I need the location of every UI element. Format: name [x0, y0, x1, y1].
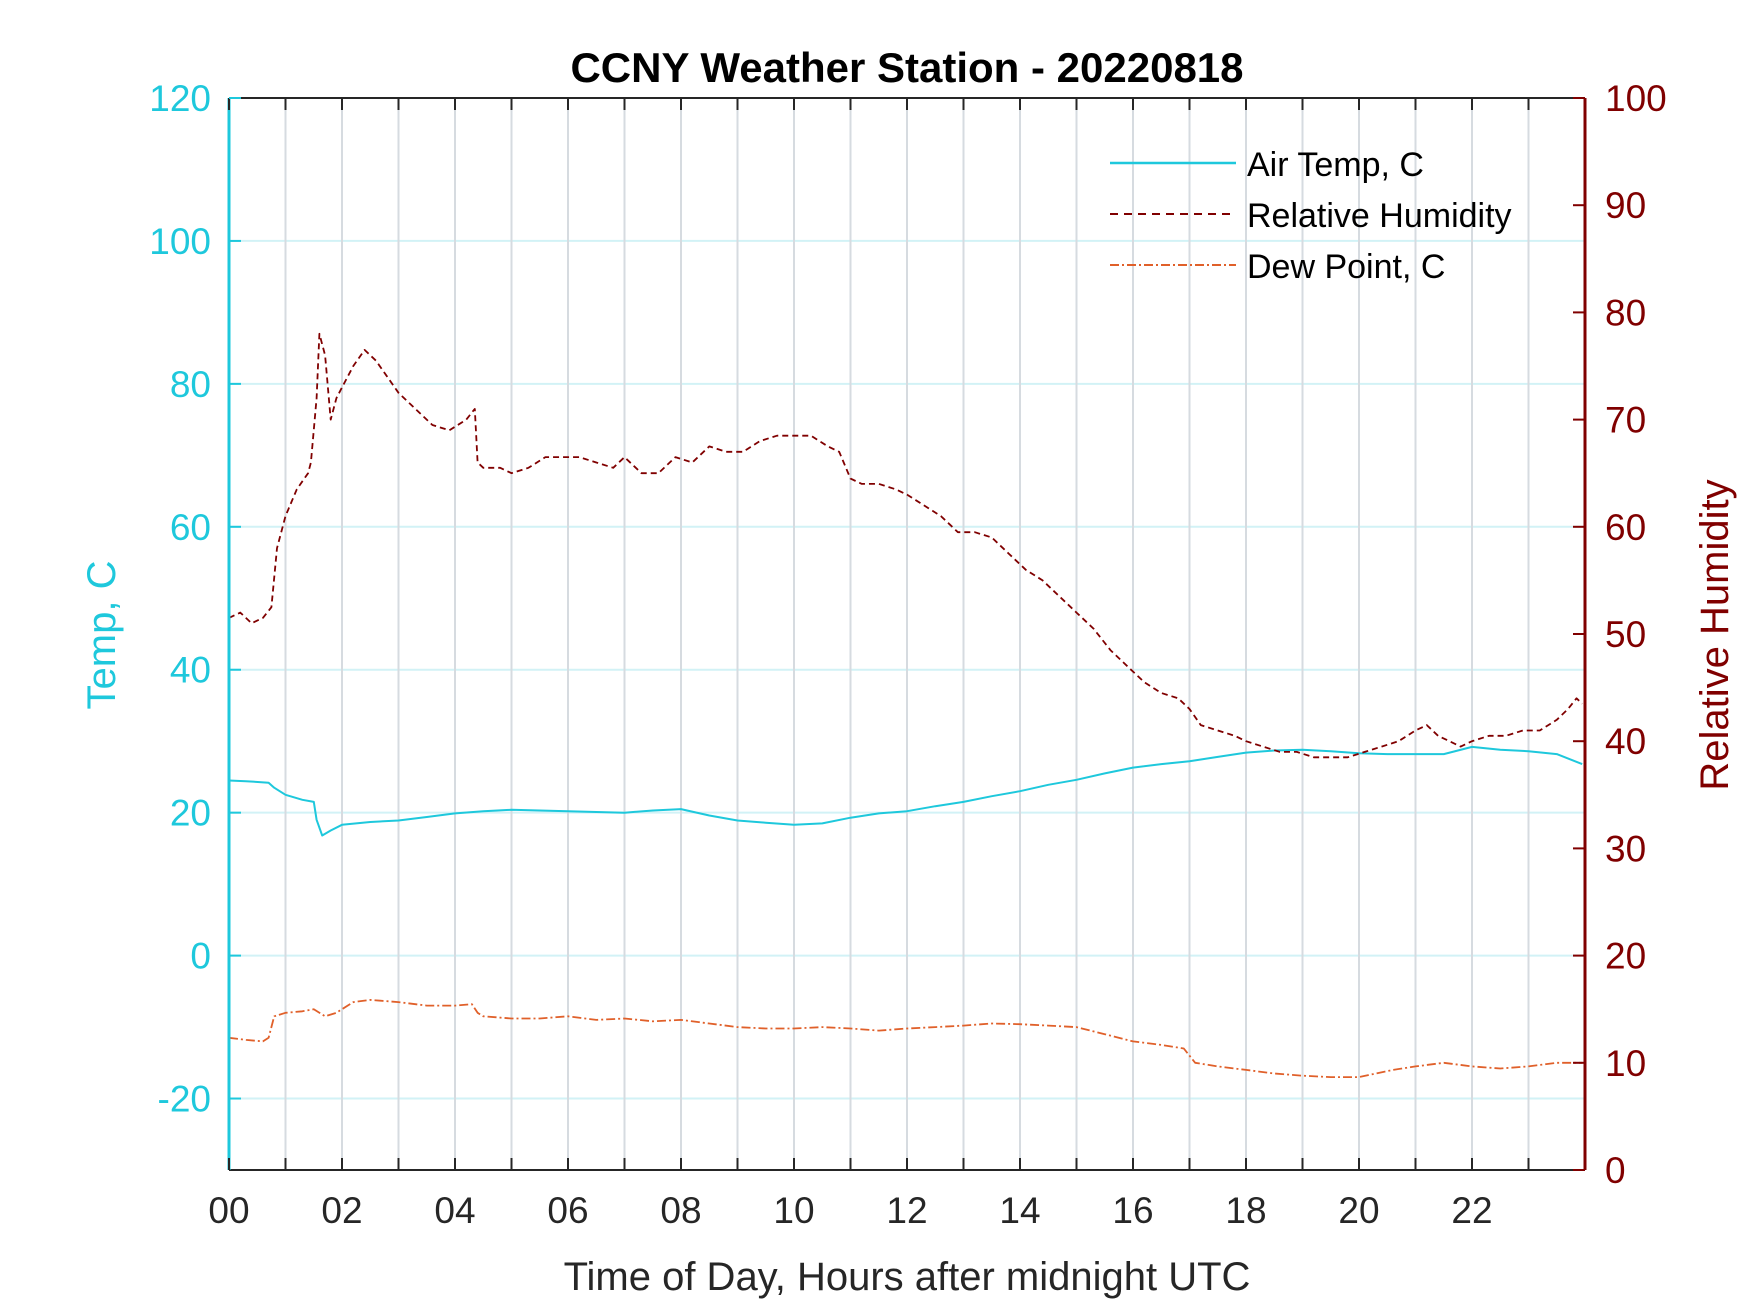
y-right-tick-label: 50	[1605, 614, 1646, 655]
y-right-tick-label: 100	[1605, 78, 1667, 119]
x-tick-label: 22	[1451, 1190, 1492, 1231]
x-tick-label: 08	[660, 1190, 701, 1231]
y-right-tick-label: 30	[1605, 828, 1646, 869]
x-tick-label: 18	[1225, 1190, 1266, 1231]
series-line-air-temp	[228, 745, 1583, 837]
y-right-tick-label: 40	[1605, 721, 1646, 762]
x-tick-label: 10	[773, 1190, 814, 1231]
chart-title: CCNY Weather Station - 20220818	[570, 44, 1243, 91]
x-tick-label: 00	[208, 1190, 249, 1231]
y-left-tick-label: 80	[170, 364, 211, 405]
y-right-tick-label: 20	[1605, 936, 1646, 977]
y-right-tick-label: 70	[1605, 400, 1646, 441]
x-tick-label: 20	[1338, 1190, 1379, 1231]
x-tick-label: 12	[886, 1190, 927, 1231]
y-left-tick-label: 40	[170, 650, 211, 691]
y-right-tick-label: 10	[1605, 1043, 1646, 1084]
y-left-tick-label: 120	[149, 78, 211, 119]
y-left-tick-label: -20	[158, 1079, 211, 1120]
y-left-tick-label: 60	[170, 507, 211, 548]
y-right-tick-label: 90	[1605, 185, 1646, 226]
series-line-relative-humidity	[228, 332, 1583, 759]
x-tick-label: 14	[999, 1190, 1040, 1231]
x-tick-label: 02	[321, 1190, 362, 1231]
x-axis-label: Time of Day, Hours after midnight UTC	[564, 1255, 1251, 1299]
legend-label-air-temp: Air Temp, C	[1247, 146, 1424, 184]
y-right-tick-label: 60	[1605, 507, 1646, 548]
x-tick-label: 06	[547, 1190, 588, 1231]
x-tick-label: 16	[1112, 1190, 1153, 1231]
axes-layer	[227, 97, 1587, 1171]
series-layer	[228, 332, 1583, 1078]
y-axis-label-left: Temp, C	[80, 561, 124, 710]
legend-label-dew-point: Dew Point, C	[1247, 248, 1445, 286]
y-right-tick-label: 0	[1605, 1150, 1626, 1191]
y-axis-label-right: Relative Humidity	[1693, 479, 1737, 790]
legend-label-relative-humidity: Relative Humidity	[1247, 197, 1512, 235]
x-tick-label: 04	[434, 1190, 475, 1231]
y-right-tick-label: 80	[1605, 292, 1646, 333]
ticks-layer: 00 02 04 06 08 10 12 14 16 18 20 22-200204060801001…	[149, 78, 1666, 1231]
legend: Air Temp, C Relative Humidity Dew Point,…	[1110, 146, 1512, 286]
y-left-tick-label: 20	[170, 793, 211, 834]
y-left-tick-label: 0	[190, 936, 211, 977]
y-left-tick-label: 100	[149, 221, 211, 262]
